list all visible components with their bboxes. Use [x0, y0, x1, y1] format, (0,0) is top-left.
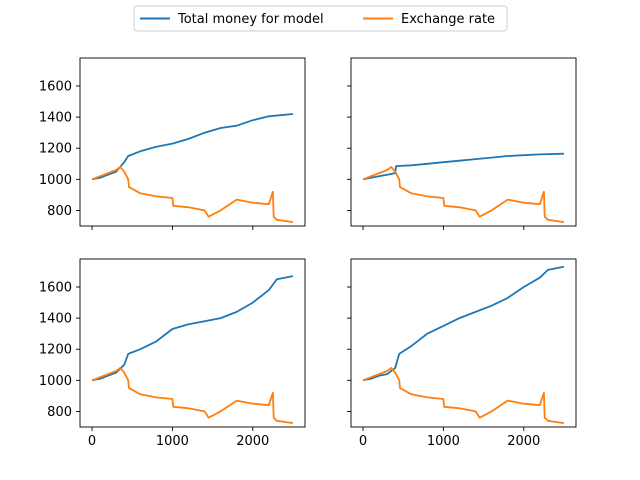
- subplot-bottom-right: 0 1000 2000: [347, 258, 577, 449]
- axes-frame: [350, 258, 577, 428]
- series-line-total-money-for-model: [91, 275, 294, 382]
- series-line-total-money-for-model: [362, 265, 565, 382]
- y-tick-label: 1600: [39, 80, 72, 95]
- subplot-top-left: 800 1000 1200 1400 1600: [39, 57, 306, 230]
- x-tick-label: 1000: [156, 434, 189, 449]
- y-tick-label: 1400: [39, 312, 72, 327]
- x-tick-label: 0: [359, 434, 367, 449]
- y-tick-label: 800: [47, 204, 72, 219]
- y-tick-label: 1000: [39, 173, 72, 188]
- series-line-exchange-rate: [362, 367, 565, 424]
- x-tick-label: 2000: [507, 434, 540, 449]
- y-tick-label: 1400: [39, 111, 72, 126]
- y-tick-label: 1600: [39, 281, 72, 296]
- y-tick-label: 1200: [39, 343, 72, 358]
- y-tick-label: 800: [47, 405, 72, 420]
- legend: Total money for model Exchange rate: [133, 5, 508, 32]
- x-tick-label: 2000: [236, 434, 269, 449]
- series-line-total-money-for-model: [362, 152, 564, 181]
- series-line-exchange-rate: [362, 166, 565, 223]
- series-line-exchange-rate: [91, 166, 294, 223]
- legend-label-total-money: Total money for model: [177, 12, 324, 27]
- legend-label-exchange-rate: Exchange rate: [401, 12, 495, 27]
- subplot-top-right: [347, 57, 577, 230]
- axes-frame: [350, 57, 577, 227]
- legend-frame: [133, 5, 508, 32]
- x-tick-label: 1000: [427, 434, 460, 449]
- series-line-total-money-for-model: [91, 113, 293, 181]
- y-tick-label: 1200: [39, 142, 72, 157]
- x-tick-label: 0: [88, 434, 96, 449]
- axes-frame: [79, 258, 306, 428]
- axes-frame: [79, 57, 306, 227]
- subplots: 800 1000 1200 1400 1600 0 1000 2000 800 1000 1200 1…: [39, 57, 577, 449]
- series-line-exchange-rate: [91, 367, 294, 424]
- subplot-bottom-left: 0 1000 2000 800 1000 1200 1400 1600: [39, 258, 306, 449]
- y-tick-label: 1000: [39, 374, 72, 389]
